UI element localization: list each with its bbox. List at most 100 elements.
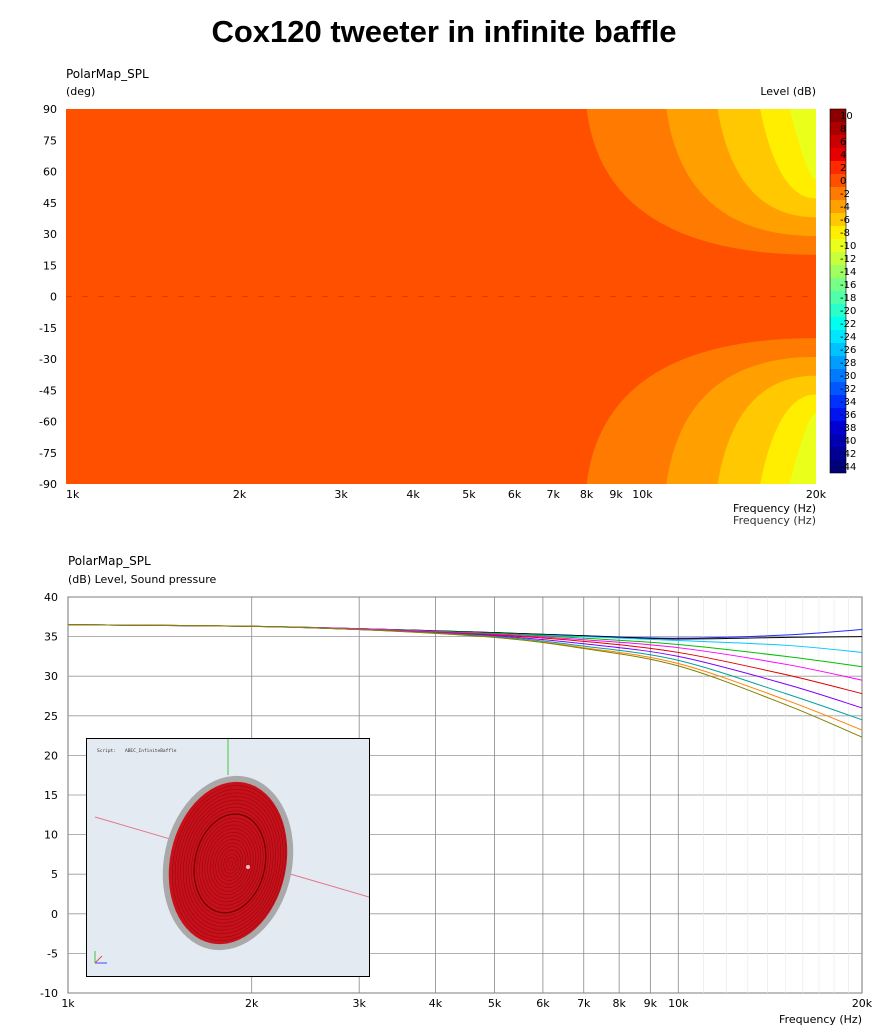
model-render <box>94 739 369 964</box>
inset-script-label: Script: <box>97 749 116 754</box>
line-y-axis: 40 35 30 25 20 15 10 5 0 -5 -10 <box>40 591 58 1000</box>
colorbar-swatch <box>830 460 846 473</box>
heatmap-region-top-5 <box>789 109 816 180</box>
line-x-tick-label: 5k <box>488 997 502 1010</box>
line-y-tick-label: -10 <box>40 987 58 1000</box>
line-y-tick-label: 0 <box>51 908 58 921</box>
colorbar-level-label: -10 <box>840 241 856 252</box>
line-x-tick-label: 20k <box>852 997 873 1010</box>
line-series <box>67 624 863 738</box>
heatmap-y-tick-label: 45 <box>43 197 57 210</box>
heatmap-y-tick-label: 30 <box>43 228 57 241</box>
baffle-ring <box>172 785 286 942</box>
heatmap-x-tick-label: 10k <box>632 488 653 501</box>
baffle-ring <box>177 792 281 934</box>
colorbar-level-label: -42 <box>840 449 856 460</box>
heatmap-x-tick-label: 7k <box>546 488 560 501</box>
line-x-tick-label: 1k <box>61 997 75 1010</box>
baffle-ring <box>188 806 271 920</box>
colorbar-level-label: -16 <box>840 280 856 291</box>
heatmap-y-axis: 90 75 60 45 30 15 0 -15 -30 -45 -60 -75 -90 <box>39 103 57 491</box>
heatmap-x-tick-label: 6k <box>508 488 522 501</box>
baffle-ring <box>226 857 236 871</box>
line-x-tick-label: 6k <box>536 997 550 1010</box>
colorbar-level-label: 6 <box>840 137 846 148</box>
heatmap-x-tick-label: 3k <box>334 488 348 501</box>
line-y-tick-label: 35 <box>44 631 58 644</box>
baffle-ring <box>201 824 259 903</box>
baffle-ring <box>180 796 279 931</box>
colorbar-swatch <box>830 278 846 291</box>
line-x-tick-label: 4k <box>429 997 443 1010</box>
heatmap-x-tick-label: 4k <box>406 488 420 501</box>
heatmap-y-tick-label: -75 <box>39 447 57 460</box>
colorbar-swatch <box>830 148 846 161</box>
colorbar-swatch <box>830 239 846 252</box>
colorbar-swatch <box>830 447 846 460</box>
colorbar-level-label: -40 <box>840 436 856 447</box>
baffle-ring <box>182 799 276 927</box>
colorbar-swatch <box>830 252 846 265</box>
spl-series-line-3 <box>67 624 863 668</box>
colorbar-level-label: -18 <box>840 293 856 304</box>
line-x-tick-label: 9k <box>644 997 658 1010</box>
colorbar-swatch <box>830 343 846 356</box>
colorbar-level-label: 2 <box>840 163 846 174</box>
line-x-tick-label: 3k <box>352 997 366 1010</box>
mini-axis-z <box>94 955 103 964</box>
colorbar-level-label: -44 <box>840 462 856 473</box>
colorbar-swatch <box>830 395 846 408</box>
line-x-tick-label: 2k <box>245 997 259 1010</box>
baffle-ring <box>220 849 241 878</box>
baffle-ring <box>185 803 274 924</box>
page-title: Cox120 tweeter in infinite baffle <box>211 14 677 49</box>
colorbar-swatch <box>830 317 846 330</box>
heatmap-x-axis: 1k 2k 3k 4k 5k 6k 7k 8k 9k 10k 20k <box>66 488 827 501</box>
colorbar-level-label: -20 <box>840 306 856 317</box>
baffle-ring <box>215 842 246 885</box>
heatmap-x-tick-label: 8k <box>580 488 594 501</box>
colorbar-swatch <box>830 135 846 148</box>
colorbar-level-label: 8 <box>840 124 846 135</box>
colorbar-level-label: 4 <box>840 150 846 161</box>
heatmap-y-tick-label: 15 <box>43 259 57 272</box>
spl-series-line-6 <box>67 624 863 709</box>
heatmap-y-tick-label: -15 <box>39 322 57 335</box>
heatmap-x-tick-label: 20k <box>806 488 827 501</box>
baffle-ring <box>218 846 244 881</box>
colorbar-level-label: 0 <box>840 176 846 187</box>
colorbar-level-label: -26 <box>840 345 856 356</box>
colorbar-level-label: -14 <box>840 267 856 278</box>
baffle-surface <box>168 781 288 945</box>
baffle-ring <box>196 817 264 910</box>
polar-heatmap: PolarMap_SPL (deg) Level (dB) 9075604530… <box>39 67 856 527</box>
heatmap-x-tick-label: 2k <box>233 488 247 501</box>
colorbar-swatch <box>830 122 846 135</box>
colorbar: 10 8 6 4 2 0 -2 -4 -6 -8 -10 -12 -14 -16 -18 -20 -22 -24 -… <box>829 108 856 474</box>
colorbar-swatch <box>830 265 846 278</box>
line-y-tick-label: 15 <box>44 789 58 802</box>
colorbar-level-label: -28 <box>840 358 856 369</box>
baffle-ring <box>204 828 256 899</box>
spl-series-line-9 <box>67 624 863 738</box>
inset-script-name: ABEC_InfiniteBaffle <box>125 749 177 754</box>
baffle-ring <box>228 860 234 867</box>
heatmap-y-tick-label: -30 <box>39 353 57 366</box>
colorbar-swatch <box>830 187 846 200</box>
colorbar-level-label: -6 <box>840 215 850 226</box>
colorbar-swatch <box>830 421 846 434</box>
colorbar-level-label: -34 <box>840 397 856 408</box>
colorbar-level-label: -2 <box>840 189 850 200</box>
line-y-tick-label: 25 <box>44 710 58 723</box>
dome-outline <box>193 813 267 914</box>
spl-series-line-5 <box>67 624 863 695</box>
heatmap-x-tick-label: 1k <box>66 488 80 501</box>
colorbar-swatch <box>830 291 846 304</box>
line-x-tick-label: 8k <box>612 997 626 1010</box>
heatmap-xlabel-echo: Frequency (Hz) <box>733 514 816 527</box>
line-y-tick-label: 40 <box>44 591 58 604</box>
model-view-inset: Script: ABEC_InfiniteBaffle <box>86 738 370 977</box>
spl-series-line-8 <box>67 624 863 731</box>
colorbar-swatch <box>830 356 846 369</box>
line-y-tick-label: 30 <box>44 670 58 683</box>
